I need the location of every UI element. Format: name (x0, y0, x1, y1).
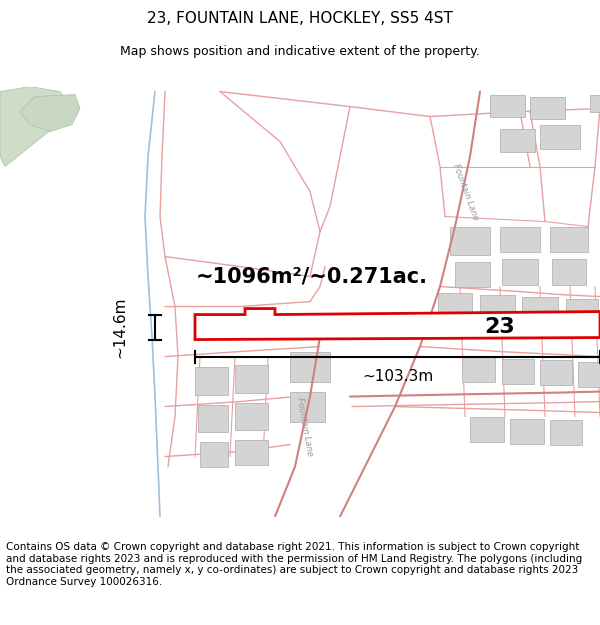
Polygon shape (578, 361, 600, 386)
Polygon shape (530, 96, 565, 119)
Polygon shape (290, 391, 325, 421)
Polygon shape (500, 129, 535, 151)
Text: Contains OS data © Crown copyright and database right 2021. This information is : Contains OS data © Crown copyright and d… (6, 542, 582, 587)
Polygon shape (590, 94, 600, 111)
Polygon shape (235, 402, 268, 429)
Polygon shape (462, 356, 495, 381)
Polygon shape (550, 419, 582, 444)
Polygon shape (502, 359, 534, 384)
Polygon shape (490, 94, 525, 116)
Polygon shape (552, 259, 586, 284)
Polygon shape (195, 366, 228, 394)
Polygon shape (290, 351, 330, 381)
Polygon shape (235, 439, 268, 464)
Text: Fountain Lane: Fountain Lane (295, 397, 314, 456)
Polygon shape (480, 294, 515, 319)
Polygon shape (450, 226, 490, 254)
Text: ~1096m²/~0.271ac.: ~1096m²/~0.271ac. (196, 266, 428, 286)
Polygon shape (0, 86, 70, 166)
Text: ~103.3m: ~103.3m (362, 369, 433, 384)
Text: 23: 23 (485, 317, 515, 337)
Polygon shape (198, 404, 228, 431)
Polygon shape (566, 299, 598, 322)
Polygon shape (470, 416, 504, 441)
Polygon shape (522, 296, 558, 321)
Text: Fountain Lane: Fountain Lane (451, 162, 479, 221)
Polygon shape (502, 259, 538, 284)
Polygon shape (540, 359, 572, 384)
Polygon shape (540, 124, 580, 149)
Polygon shape (510, 419, 544, 444)
Text: Map shows position and indicative extent of the property.: Map shows position and indicative extent… (120, 45, 480, 58)
Polygon shape (455, 261, 490, 286)
Text: ~14.6m: ~14.6m (113, 296, 128, 358)
Polygon shape (195, 309, 600, 339)
Polygon shape (235, 364, 268, 392)
Polygon shape (200, 441, 228, 466)
Text: 23, FOUNTAIN LANE, HOCKLEY, SS5 4ST: 23, FOUNTAIN LANE, HOCKLEY, SS5 4ST (147, 11, 453, 26)
Polygon shape (20, 94, 80, 131)
Polygon shape (550, 226, 588, 251)
Polygon shape (500, 226, 540, 251)
Polygon shape (438, 292, 472, 316)
